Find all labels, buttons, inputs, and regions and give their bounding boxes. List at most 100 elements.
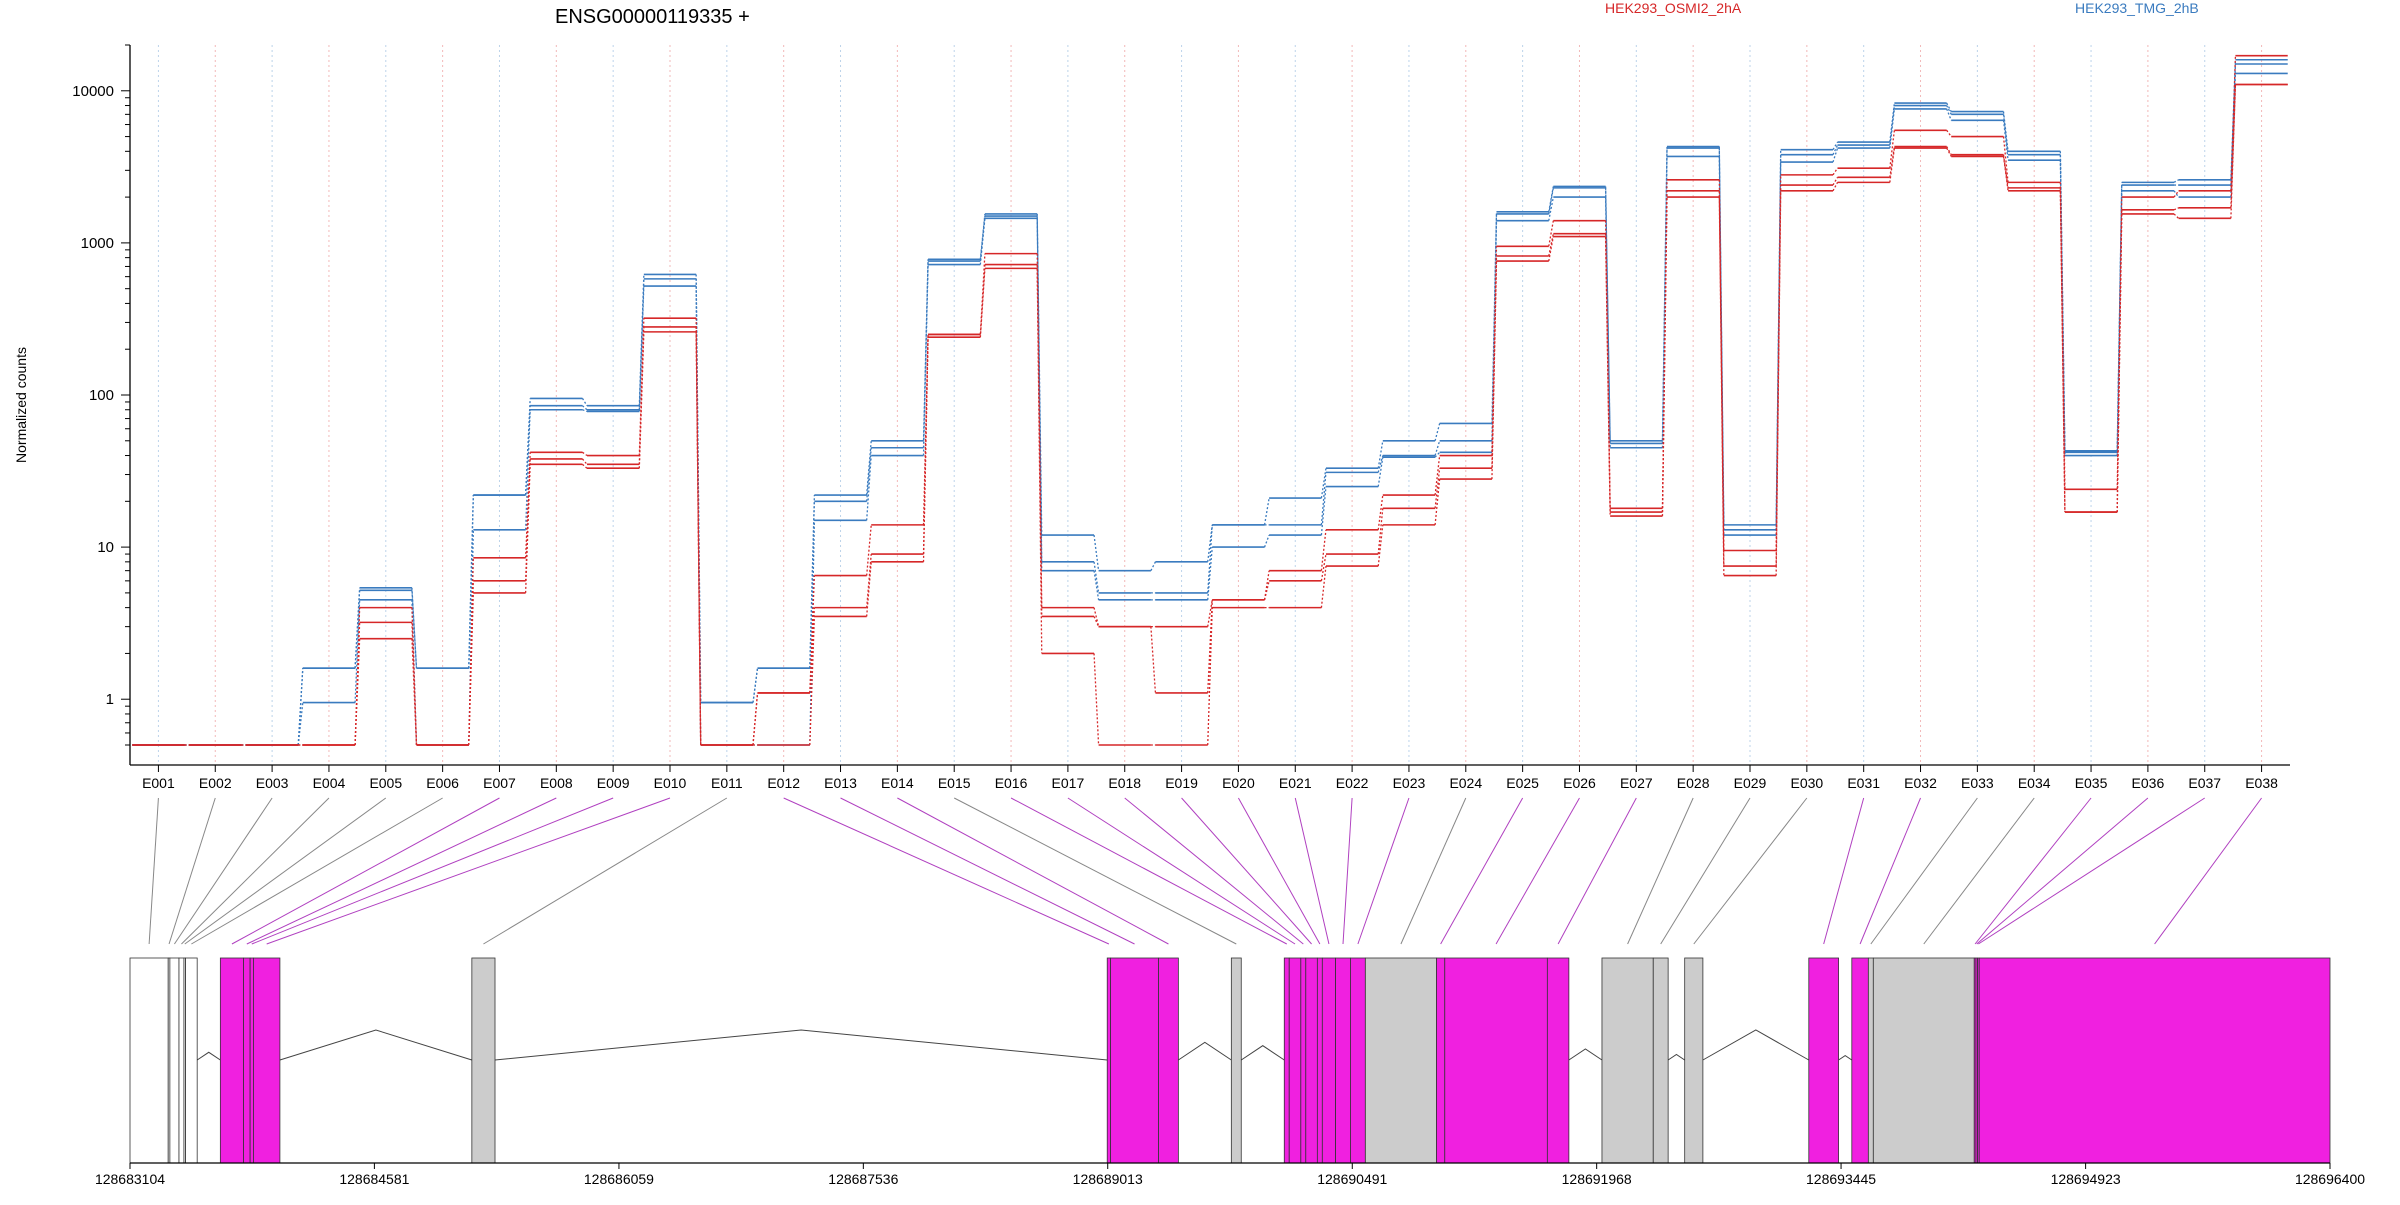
intron-line xyxy=(279,1029,472,1061)
series-connector xyxy=(1661,197,1668,517)
series-connector xyxy=(411,638,418,746)
series-connector xyxy=(1320,553,1327,581)
exon-connector xyxy=(1923,797,2035,945)
series-connector xyxy=(1889,148,1896,183)
x-tick-label: E011 xyxy=(711,775,743,791)
series-connector xyxy=(1548,187,1554,215)
exon-box xyxy=(1305,957,1318,1164)
series-connector xyxy=(582,463,588,469)
intron-line xyxy=(1702,1029,1810,1061)
x-tick-label: E008 xyxy=(540,775,573,791)
exon-box xyxy=(185,957,198,1164)
genome-tick-label: 128683104 xyxy=(95,1171,165,1187)
series-connector xyxy=(1263,580,1270,601)
genome-tick-label: 128696400 xyxy=(2295,1171,2365,1187)
exon-box xyxy=(1867,957,1874,1164)
x-tick-label: E035 xyxy=(2075,775,2108,791)
x-tick-label: E025 xyxy=(1506,775,1539,791)
x-tick-label: E024 xyxy=(1449,775,1482,791)
series-connector xyxy=(2173,179,2179,183)
series-connector xyxy=(468,592,474,746)
exon-box xyxy=(1684,957,1704,1164)
exon-box xyxy=(253,957,281,1164)
exon-box xyxy=(1288,957,1302,1164)
x-tick-label: E021 xyxy=(1279,775,1312,791)
exon-connector xyxy=(184,797,387,945)
gene-model xyxy=(129,957,2331,1164)
exon-box xyxy=(1364,957,1437,1164)
x-tick-label: E034 xyxy=(2018,775,2051,791)
series-connector xyxy=(2002,156,2009,191)
series-connector xyxy=(1320,472,1327,525)
axes: 1 10 100 1000 10000 E001 E002 E003 E004 E005 E006 E… xyxy=(72,44,2290,791)
series-connector xyxy=(1207,547,1213,600)
genome-tick-label: 128691968 xyxy=(1562,1171,1632,1187)
x-tick-label: E013 xyxy=(824,775,857,791)
exon-connector xyxy=(1237,797,1321,945)
series-lines xyxy=(132,54,2288,746)
x-tick-label: E007 xyxy=(483,775,516,791)
x-tick-label: E001 xyxy=(142,775,175,791)
x-tick-label: E012 xyxy=(767,775,800,791)
series-connector xyxy=(2002,154,2009,188)
exon-connector xyxy=(168,797,216,945)
x-tick-label: E022 xyxy=(1336,775,1369,791)
exon-box xyxy=(178,957,185,1164)
intron-line xyxy=(1568,1048,1603,1061)
exon-connector xyxy=(953,797,1237,945)
series-connector xyxy=(1832,176,1839,186)
exon-connector xyxy=(840,797,1135,945)
exon-connector xyxy=(1124,797,1304,945)
x-tick-label: E031 xyxy=(1847,775,1880,791)
series-connector xyxy=(1093,570,1100,600)
x-tick-label: E005 xyxy=(369,775,402,791)
exon-box xyxy=(129,957,169,1164)
exon-connector xyxy=(1400,797,1467,945)
series-connector xyxy=(524,405,531,496)
series-connector xyxy=(1150,626,1157,693)
series-connector xyxy=(1946,102,1952,112)
series-connector xyxy=(866,447,872,502)
series-connector xyxy=(2173,207,2179,211)
series-connector xyxy=(866,455,872,521)
exon-connector xyxy=(191,797,443,945)
intron-line xyxy=(1838,1054,1853,1061)
exon-connector xyxy=(181,797,330,945)
x-tick-label: E006 xyxy=(426,775,459,791)
series-line xyxy=(132,58,2288,746)
chart-title: ENSG00000119335 + xyxy=(555,6,750,28)
exon-connector xyxy=(1859,797,1921,945)
x-tick-label: E016 xyxy=(995,775,1028,791)
series-connector xyxy=(2173,190,2180,198)
exon-connector xyxy=(231,797,500,945)
series-connector xyxy=(1150,561,1157,571)
exon-box xyxy=(1436,957,1446,1164)
series-connector xyxy=(2230,55,2237,191)
y-tick-label: 10 xyxy=(97,539,114,556)
intron-line xyxy=(1240,1045,1285,1061)
exon-connector xyxy=(1557,797,1637,945)
exon-connector xyxy=(1357,797,1410,945)
series-connector xyxy=(1093,653,1100,746)
series-connector xyxy=(1889,103,1896,143)
series-connector xyxy=(297,668,304,746)
series-connector xyxy=(1832,147,1839,163)
exon-box xyxy=(1601,957,1654,1164)
series-connector xyxy=(524,452,531,558)
x-tick-label: E003 xyxy=(256,775,289,791)
series-connector xyxy=(354,638,361,746)
x-tick-label: E026 xyxy=(1563,775,1596,791)
exon-connector xyxy=(1067,797,1296,945)
legend-entry-osmi: HEK293_OSMI2_2hA xyxy=(1605,0,1742,16)
series-connector xyxy=(1207,607,1213,746)
exon-connectors xyxy=(148,797,2262,945)
series-connector xyxy=(1093,607,1100,627)
exon-connector xyxy=(1976,797,2149,945)
exon-box xyxy=(1106,957,1111,1164)
exon-connector xyxy=(1627,797,1694,945)
series-connector xyxy=(1604,187,1611,444)
series-connector xyxy=(1889,108,1896,149)
series-line xyxy=(132,63,2288,746)
